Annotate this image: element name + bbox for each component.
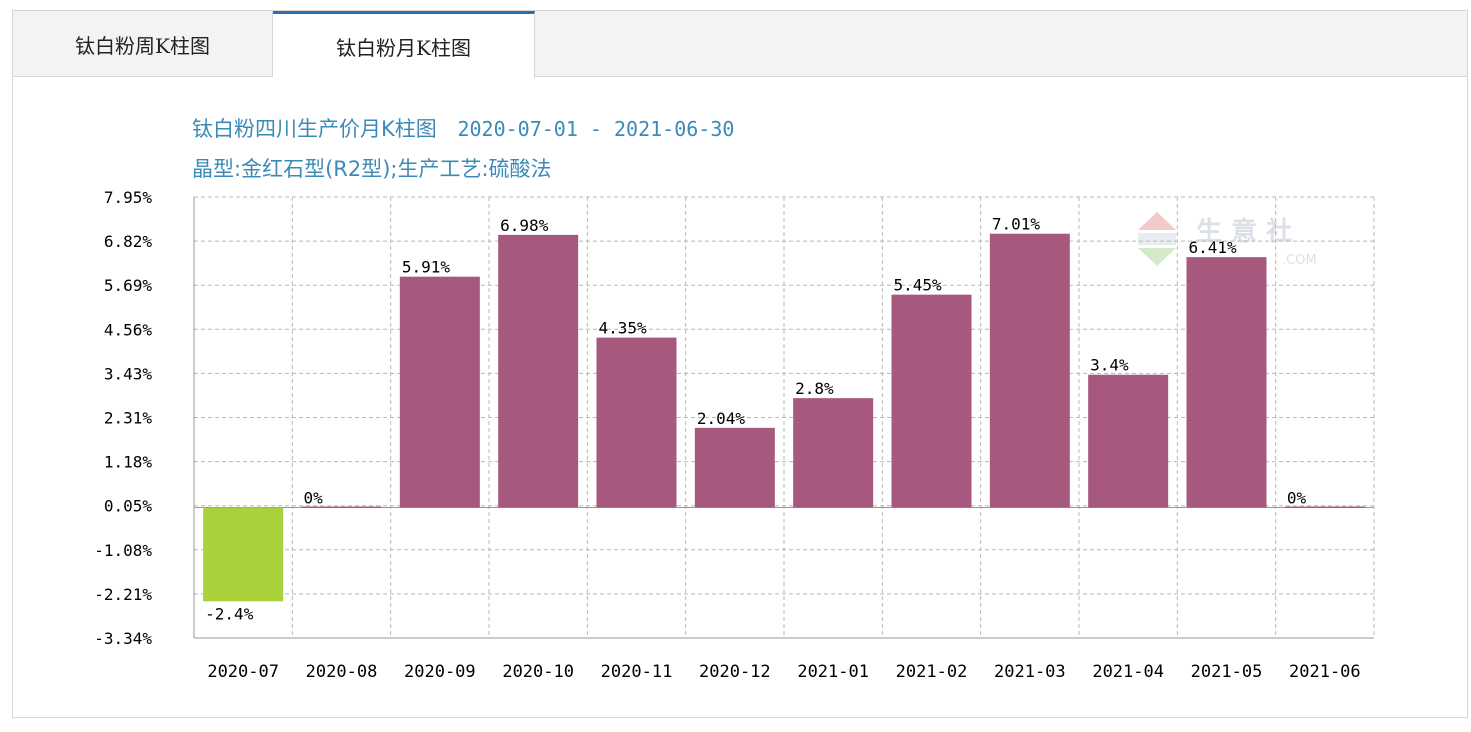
tab-bar: 钛白粉周K柱图 钛白粉月K柱图 bbox=[13, 11, 1467, 78]
y-tick-label: 6.82% bbox=[104, 232, 153, 251]
y-tick-label: 3.43% bbox=[104, 364, 153, 383]
bar bbox=[203, 507, 284, 602]
watermark-arrow-down-icon bbox=[1138, 248, 1176, 266]
y-tick-label: 7.95% bbox=[104, 188, 153, 207]
chart-date-range: 2020-07-01 - 2021-06-30 bbox=[457, 117, 734, 141]
bar bbox=[301, 506, 382, 509]
y-axis: 7.95% 6.82% 5.69% 4.56% 3.43% 2.31% 1.18% 0.05%… bbox=[94, 188, 152, 648]
data-labels: -2.4% 0% 5.91% 6.98% 4.35% 2.04% 2.8% 5.45% 7.01… bbox=[205, 215, 1306, 624]
bar bbox=[399, 276, 480, 508]
y-tick-label: -2.21% bbox=[94, 585, 152, 604]
bar bbox=[1186, 257, 1267, 508]
bar bbox=[793, 398, 874, 508]
y-tick-label: 5.69% bbox=[104, 276, 153, 295]
y-tick-label: 0.05% bbox=[104, 497, 153, 516]
bar-value-label: 6.41% bbox=[1189, 238, 1238, 257]
bar-value-label: -2.4% bbox=[205, 604, 254, 623]
x-tick-label: 2020-08 bbox=[306, 662, 378, 682]
tab-weekly-k-chart[interactable]: 钛白粉周K柱图 bbox=[13, 11, 273, 77]
x-tick-label: 2020-12 bbox=[699, 662, 771, 682]
y-tick-label: 4.56% bbox=[104, 320, 153, 339]
watermark-arrow-up-icon bbox=[1138, 212, 1176, 230]
x-tick-label: 2020-09 bbox=[404, 662, 476, 682]
bar-value-label: 5.91% bbox=[402, 258, 451, 277]
x-tick-label: 2021-02 bbox=[896, 662, 968, 682]
bar-value-label: 2.04% bbox=[697, 409, 746, 428]
y-tick-label: -3.34% bbox=[94, 629, 152, 648]
chart-title: 钛白粉四川生产价月K柱图 2020-07-01 - 2021-06-30 bbox=[192, 117, 734, 141]
x-tick-label: 2020-11 bbox=[601, 662, 673, 682]
x-tick-label: 2020-10 bbox=[502, 662, 574, 682]
bar-value-label: 7.01% bbox=[992, 215, 1041, 234]
bar bbox=[498, 234, 579, 508]
chart-subtitle: 晶型:金红石型(R2型);生产工艺:硫酸法 bbox=[192, 157, 552, 181]
bar bbox=[1088, 374, 1169, 508]
bar-value-label: 3.4% bbox=[1090, 356, 1129, 375]
x-axis: 2020-07 2020-08 2020-09 2020-10 2020-11 2020-… bbox=[207, 662, 1360, 682]
bar-value-label: 6.98% bbox=[500, 216, 549, 235]
watermark-sub: .COM bbox=[1282, 253, 1317, 268]
y-tick-label: -1.08% bbox=[94, 541, 152, 560]
chart-grid bbox=[193, 196, 1375, 639]
bar bbox=[1284, 506, 1365, 509]
bar bbox=[891, 294, 972, 508]
x-tick-label: 2021-05 bbox=[1191, 662, 1263, 682]
bar-value-label: 5.45% bbox=[894, 276, 943, 295]
x-tick-label: 2021-03 bbox=[994, 662, 1066, 682]
bar-value-label: 0% bbox=[1287, 489, 1307, 508]
bar-value-label: 4.35% bbox=[599, 319, 648, 338]
x-tick-label: 2020-07 bbox=[207, 662, 279, 682]
bar bbox=[989, 233, 1070, 508]
x-tick-label: 2021-01 bbox=[797, 662, 869, 682]
bars bbox=[203, 233, 1365, 602]
bar-value-label: 0% bbox=[304, 489, 324, 508]
x-tick-label: 2021-06 bbox=[1289, 662, 1361, 682]
bar-value-label: 2.8% bbox=[795, 379, 834, 398]
y-tick-label: 1.18% bbox=[104, 453, 153, 472]
x-tick-label: 2021-04 bbox=[1092, 662, 1164, 682]
bar bbox=[694, 427, 775, 508]
tab-monthly-k-chart[interactable]: 钛白粉月K柱图 bbox=[273, 11, 535, 78]
y-tick-label: 2.31% bbox=[104, 409, 153, 428]
bar bbox=[596, 337, 677, 508]
